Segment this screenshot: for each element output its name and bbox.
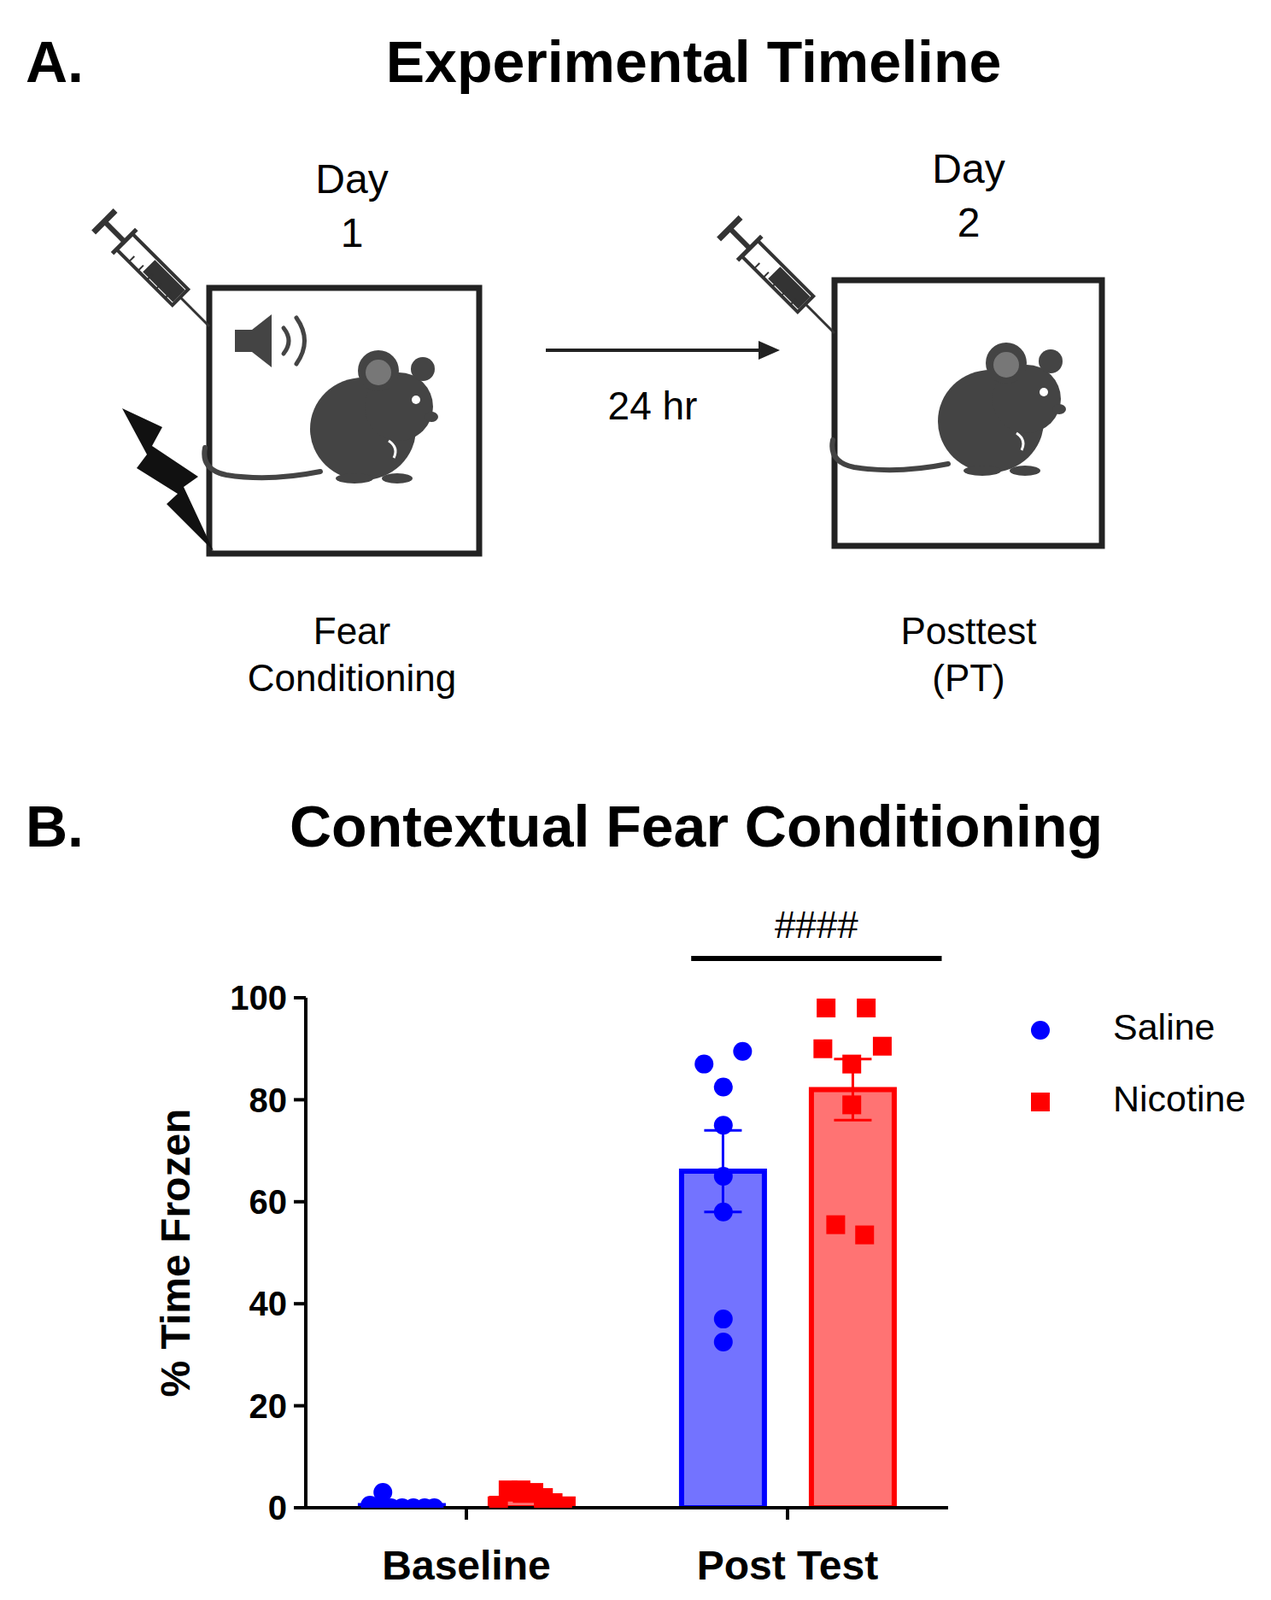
svg-text:B.: B. xyxy=(25,793,84,859)
svg-text:Day: Day xyxy=(931,146,1005,192)
svg-text:####: #### xyxy=(774,903,859,946)
svg-text:Baseline: Baseline xyxy=(381,1542,551,1588)
svg-text:60: 60 xyxy=(249,1183,288,1221)
svg-text:A.: A. xyxy=(25,29,84,94)
svg-text:Fear: Fear xyxy=(313,609,391,652)
svg-text:2: 2 xyxy=(957,199,981,246)
svg-text:Day: Day xyxy=(315,156,388,202)
svg-text:Contextual Fear Conditioning: Contextual Fear Conditioning xyxy=(289,793,1103,859)
svg-text:Experimental Timeline: Experimental Timeline xyxy=(386,29,1002,94)
svg-text:Nicotine: Nicotine xyxy=(1112,1077,1246,1119)
svg-text:80: 80 xyxy=(249,1081,288,1119)
svg-text:Post Test: Post Test xyxy=(697,1542,879,1588)
svg-text:(PT): (PT) xyxy=(931,656,1006,699)
svg-text:Conditioning: Conditioning xyxy=(247,656,457,699)
svg-text:0: 0 xyxy=(268,1488,287,1527)
svg-text:40: 40 xyxy=(249,1284,288,1323)
svg-text:Saline: Saline xyxy=(1112,1006,1216,1048)
svg-text:20: 20 xyxy=(249,1387,288,1425)
svg-text:24 hr: 24 hr xyxy=(608,383,698,428)
svg-text:% Time Frozen: % Time Frozen xyxy=(152,1108,199,1398)
svg-text:Posttest: Posttest xyxy=(901,609,1037,652)
svg-text:100: 100 xyxy=(229,978,287,1017)
svg-text:1: 1 xyxy=(340,210,364,256)
